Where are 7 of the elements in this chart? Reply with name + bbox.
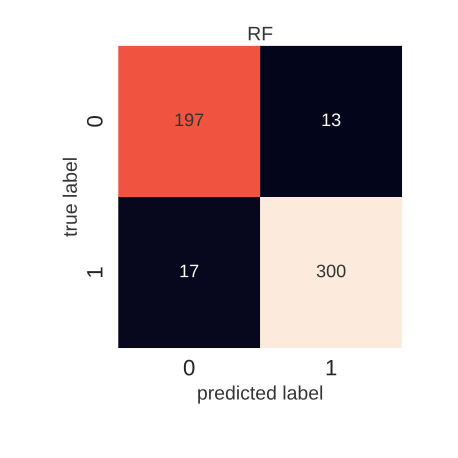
x-axis-title: predicted label [198, 385, 322, 404]
data-label: 197 [175, 113, 204, 126]
data-label: 17 [180, 264, 198, 278]
chart-title: RF [248, 26, 272, 40]
y-axis-title: true label [62, 158, 77, 237]
data-label: 13 [322, 113, 340, 126]
data-label: 300 [316, 264, 346, 278]
